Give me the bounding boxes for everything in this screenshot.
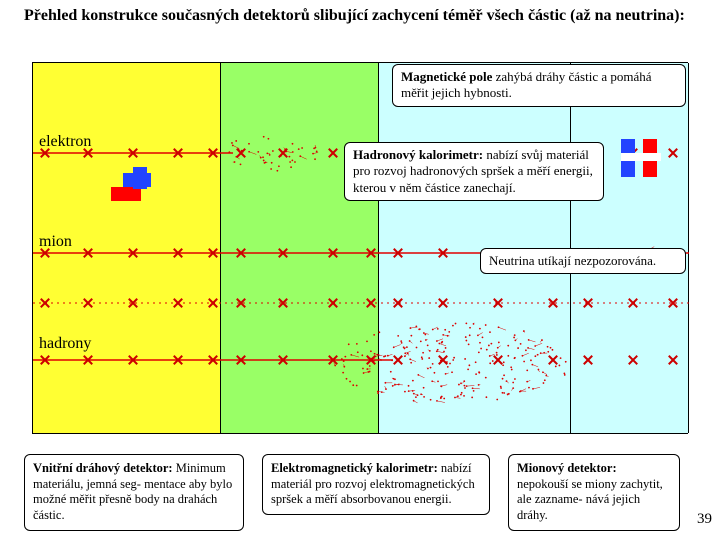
hit-marker	[40, 298, 50, 308]
hit-marker	[628, 355, 638, 365]
callout-hadcal: Hadronový kalorimetr: nabízí svůj materi…	[344, 142, 604, 201]
hit-marker	[366, 298, 376, 308]
hit-marker	[83, 355, 93, 365]
hit-marker	[328, 298, 338, 308]
hit-marker	[493, 355, 503, 365]
hit-marker	[83, 298, 93, 308]
hit-marker	[278, 298, 288, 308]
hit-marker	[668, 148, 678, 158]
callout-hadcal-bold: Hadronový kalorimetr:	[353, 147, 483, 162]
hit-marker	[668, 355, 678, 365]
hit-marker	[173, 248, 183, 258]
hit-marker	[628, 298, 638, 308]
hit-marker	[438, 355, 448, 365]
hit-marker	[278, 248, 288, 258]
callout-inner-callout: Vnitřní dráhový detektor: Minimum materi…	[24, 454, 244, 531]
hit-marker	[173, 148, 183, 158]
hit-marker	[393, 248, 403, 258]
hit-marker	[208, 148, 218, 158]
row-label-elektron: elektron	[39, 133, 91, 151]
hit-marker	[583, 298, 593, 308]
hit-marker	[583, 355, 593, 365]
hit-marker	[493, 298, 503, 308]
hit-marker	[668, 298, 678, 308]
hit-marker	[128, 298, 138, 308]
hit-marker	[236, 248, 246, 258]
callout-em-callout-bold: Elektromagnetický kalorimetr:	[271, 461, 438, 475]
row-label-hadrony: hadrony	[39, 335, 91, 353]
callout-muon-callout-text: nepokouší se miony zachytit, ale zazname…	[517, 477, 663, 522]
hit-marker	[236, 148, 246, 158]
hit-marker	[208, 298, 218, 308]
hit-marker	[548, 355, 558, 365]
hit-marker	[128, 248, 138, 258]
hit-marker	[393, 298, 403, 308]
hit-marker	[278, 148, 288, 158]
hit-marker	[366, 355, 376, 365]
callout-inner-callout-bold: Vnitřní dráhový detektor:	[33, 461, 173, 475]
hit-marker	[128, 355, 138, 365]
hit-marker	[328, 148, 338, 158]
callout-em-callout: Elektromagnetický kalorimetr: nabízí mat…	[262, 454, 490, 515]
hit-marker	[328, 248, 338, 258]
hit-marker	[83, 248, 93, 258]
callout-magnetic: Magnetické pole zahýbá dráhy částic a po…	[392, 64, 686, 107]
hit-marker	[208, 355, 218, 365]
hit-marker	[40, 355, 50, 365]
hit-marker	[173, 355, 183, 365]
callout-muon-callout-bold: Mionový detektor:	[517, 461, 617, 475]
callout-neutrino-text: Neutrina utíkají nezpozorována.	[489, 253, 656, 268]
hit-marker	[236, 298, 246, 308]
hit-marker	[236, 355, 246, 365]
hit-marker	[278, 355, 288, 365]
page-title: Přehled konstrukce současných detektorů …	[24, 6, 696, 26]
callout-neutrino: Neutrina utíkají nezpozorována.	[480, 248, 686, 274]
hit-marker	[328, 355, 338, 365]
hit-marker	[366, 248, 376, 258]
row-label-mion: mion	[39, 233, 72, 251]
page-number: 39	[697, 511, 712, 528]
hit-marker	[208, 248, 218, 258]
hit-marker	[438, 248, 448, 258]
hit-marker	[173, 298, 183, 308]
hit-marker	[548, 298, 558, 308]
hit-marker	[438, 298, 448, 308]
callout-muon-callout: Mionový detektor: nepokouší se miony zac…	[508, 454, 680, 531]
callout-magnetic-bold: Magnetické pole	[401, 69, 492, 84]
hit-marker	[393, 355, 403, 365]
hit-marker	[128, 148, 138, 158]
